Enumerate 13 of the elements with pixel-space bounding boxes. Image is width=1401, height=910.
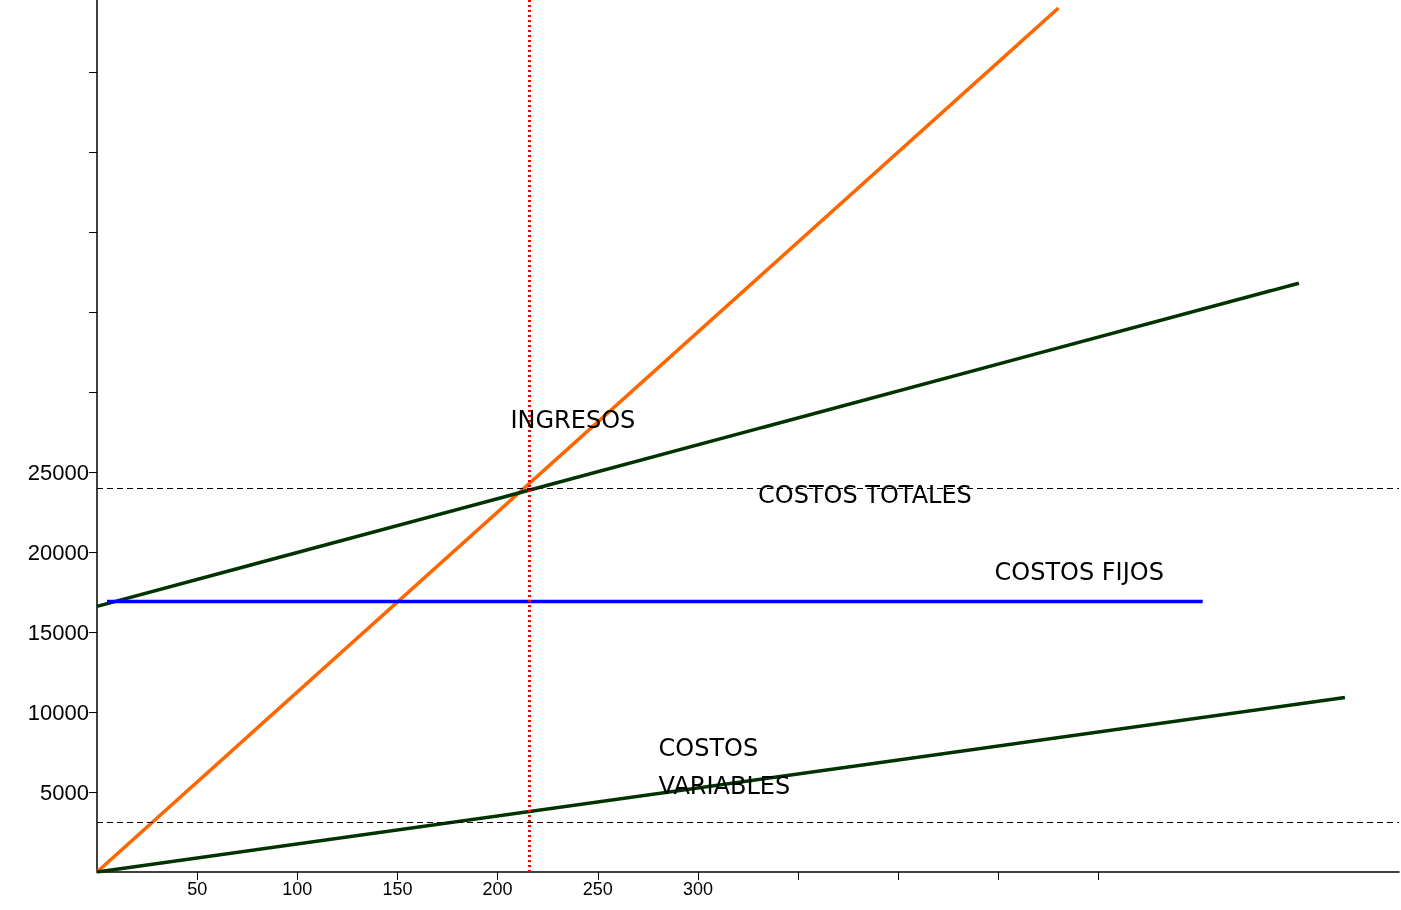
y-tick-label: 15000 — [27, 619, 89, 645]
y-tick-label: 25000 — [27, 459, 89, 485]
series-label: COSTOS FIJOS — [994, 557, 1164, 586]
text: COSTOS TOTALES — [758, 480, 972, 509]
x-tick-label: 200 — [482, 879, 513, 899]
x-tick-label: 100 — [282, 879, 313, 899]
x-tick-label: 300 — [682, 879, 713, 899]
y-tick-label: 10000 — [27, 699, 89, 725]
x-tick-label: 50 — [187, 879, 208, 899]
x-tick-label: 150 — [382, 879, 413, 899]
x-tick-label: 250 — [582, 879, 613, 899]
y-tick-label: 20000 — [27, 539, 89, 565]
y-tick-label: 5000 — [40, 779, 89, 805]
